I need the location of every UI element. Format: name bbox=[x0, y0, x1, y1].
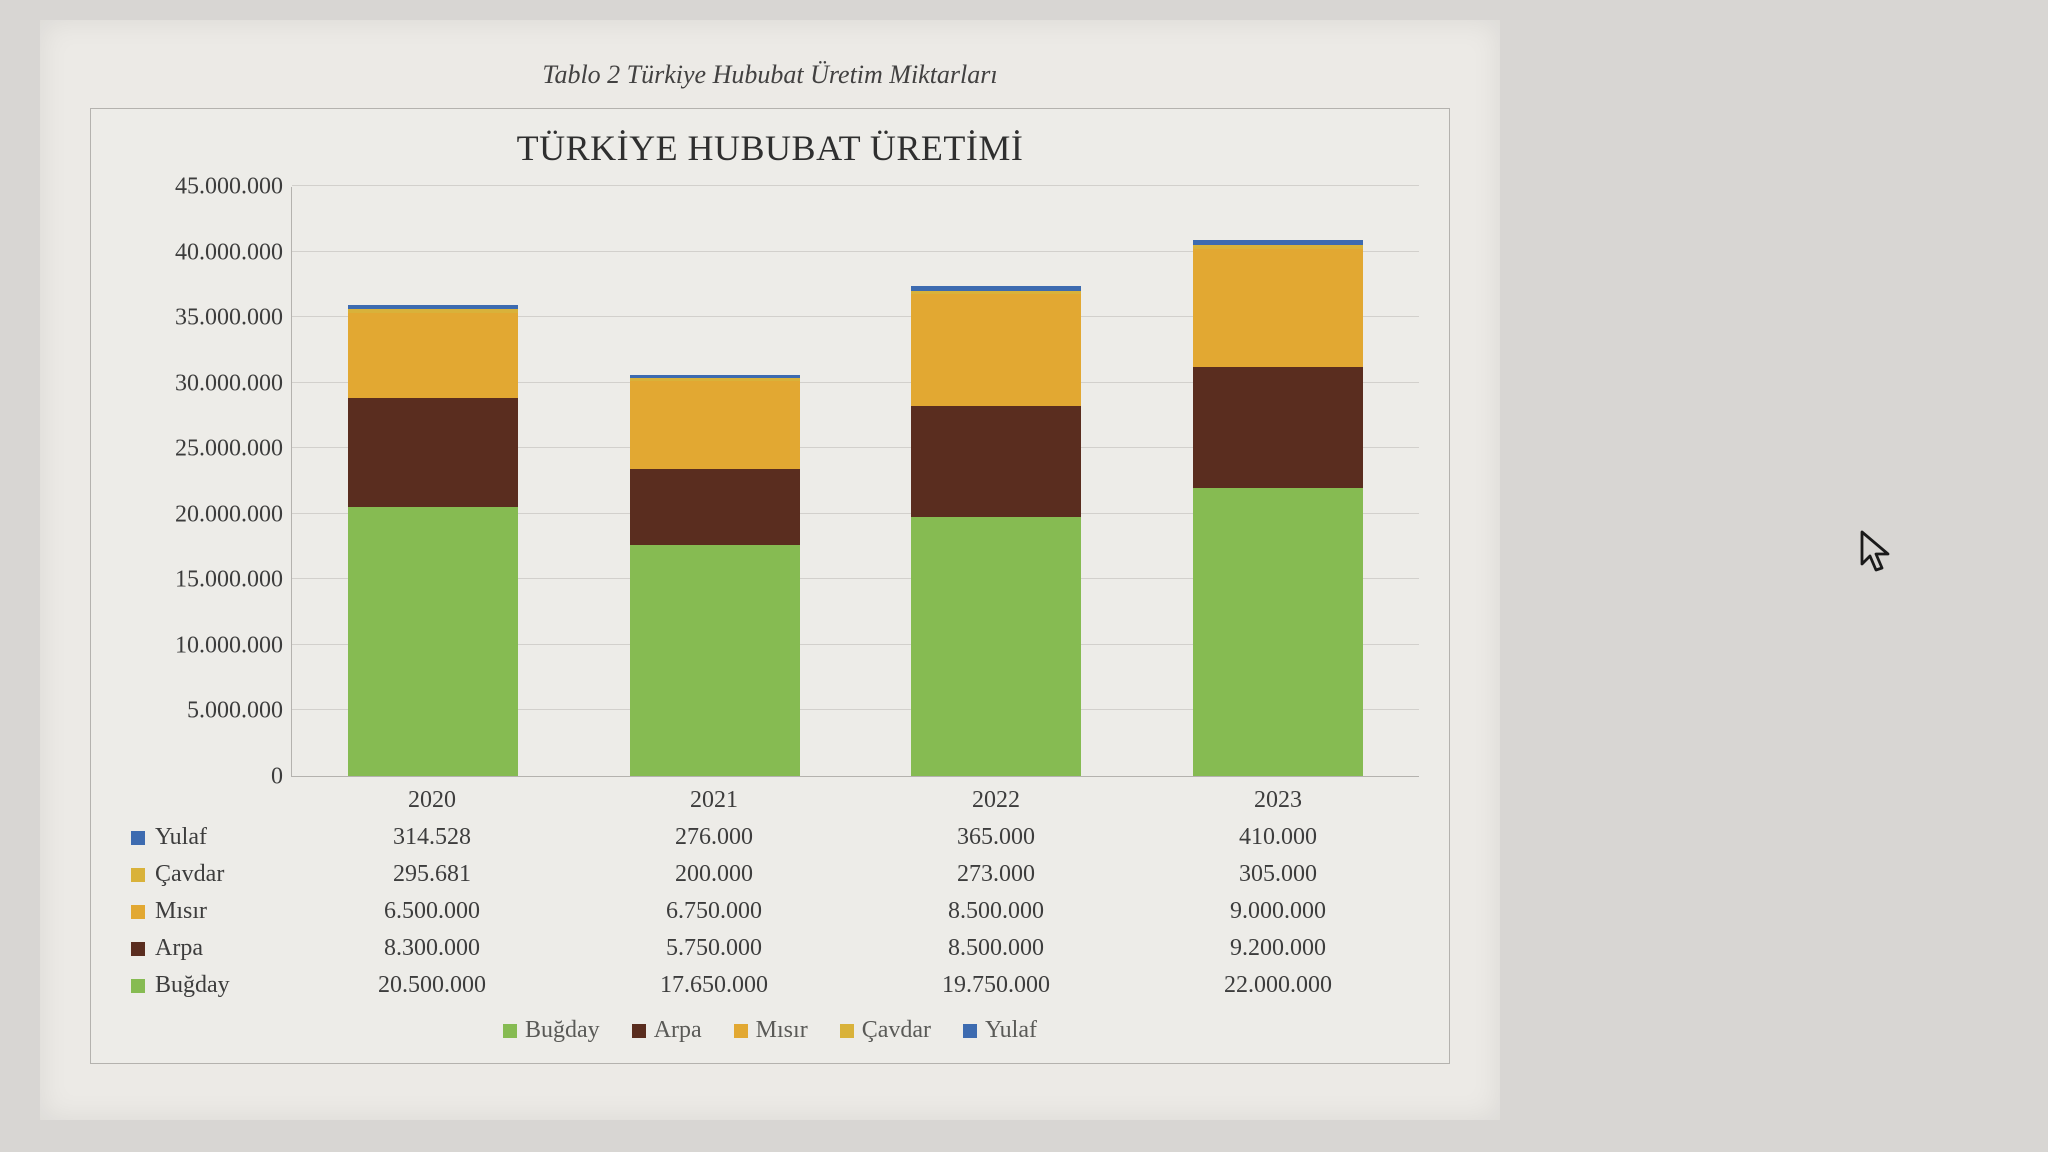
bar-2022 bbox=[911, 286, 1081, 776]
table-cell-bugday-2022: 19.750.000 bbox=[855, 972, 1137, 999]
table-row-name-misir: Mısır bbox=[155, 898, 207, 925]
table-cell-misir-2022: 8.500.000 bbox=[855, 898, 1137, 925]
table-cell-cavdar-2022: 273.000 bbox=[855, 861, 1137, 888]
plot-row: 05.000.00010.000.00015.000.00020.000.000… bbox=[121, 187, 1419, 777]
legend-item-cavdar: Çavdar bbox=[840, 1017, 931, 1044]
gridline bbox=[292, 185, 1419, 186]
table-row-label-yulaf: Yulaf bbox=[121, 824, 291, 851]
table-cell-misir-2020: 6.500.000 bbox=[291, 898, 573, 925]
legend-swatch-yulaf-icon bbox=[963, 1024, 977, 1038]
data-table: 2020202120222023 Yulaf 314.528276.000365.0… bbox=[121, 787, 1419, 999]
legend-label-misir: Mısır bbox=[756, 1017, 808, 1044]
table-row-name-arpa: Arpa bbox=[155, 935, 203, 962]
bar-seg-bugday bbox=[911, 517, 1081, 776]
chart-container: TÜRKİYE HUBUBAT ÜRETİMİ 0 5.000.000 10.000… bbox=[90, 108, 1450, 1064]
legend-label-bugday: Buğday bbox=[525, 1017, 600, 1044]
legend-swatch-cavdar-icon bbox=[840, 1024, 854, 1038]
table-row-label-arpa: Arpa bbox=[121, 935, 291, 962]
bar-2021 bbox=[630, 375, 800, 777]
bar-seg-arpa bbox=[348, 398, 518, 507]
bar-seg-bugday bbox=[348, 507, 518, 776]
table-cell-yulaf-2020: 314.528 bbox=[291, 824, 573, 851]
bar-2020 bbox=[348, 305, 518, 776]
table-row-name-cavdar: Çavdar bbox=[155, 861, 224, 888]
table-row-label-misir: Mısır bbox=[121, 898, 291, 925]
swatch-arpa-icon bbox=[131, 942, 145, 956]
table-cell-arpa-2020: 8.300.000 bbox=[291, 935, 573, 962]
bar-seg-misir bbox=[630, 381, 800, 470]
legend-item-misir: Mısır bbox=[734, 1017, 808, 1044]
table-row-label-bugday: Buğday bbox=[121, 972, 291, 999]
table-cell-arpa-2021: 5.750.000 bbox=[573, 935, 855, 962]
table-cell-cavdar-2020: 295.681 bbox=[291, 861, 573, 888]
y-tick-label: 10.000.000 bbox=[175, 632, 283, 659]
swatch-yulaf-icon bbox=[131, 831, 145, 845]
table-row-name-bugday: Buğday bbox=[155, 972, 230, 999]
legend-item-bugday: Buğday bbox=[503, 1017, 600, 1044]
table-col-2023: 2023 bbox=[1137, 787, 1419, 814]
legend-item-yulaf: Yulaf bbox=[963, 1017, 1037, 1044]
document-page: Tablo 2 Türkiye Hububat Üretim Miktarlar… bbox=[40, 20, 1500, 1120]
bar-seg-bugday bbox=[630, 545, 800, 776]
chart-title: TÜRKİYE HUBUBAT ÜRETİMİ bbox=[121, 127, 1419, 169]
table-col-2022: 2022 bbox=[855, 787, 1137, 814]
legend-item-arpa: Arpa bbox=[632, 1017, 702, 1044]
table-cell-cavdar-2023: 305.000 bbox=[1137, 861, 1419, 888]
table-cell-arpa-2023: 9.200.000 bbox=[1137, 935, 1419, 962]
y-tick-label: 15.000.000 bbox=[175, 567, 283, 594]
table-row-name-yulaf: Yulaf bbox=[155, 824, 207, 851]
y-tick-label: 5.000.000 bbox=[187, 698, 283, 725]
legend-swatch-misir-icon bbox=[734, 1024, 748, 1038]
bar-seg-bugday bbox=[1193, 488, 1363, 776]
legend-label-yulaf: Yulaf bbox=[985, 1017, 1037, 1044]
legend-label-arpa: Arpa bbox=[654, 1017, 702, 1044]
legend-label-cavdar: Çavdar bbox=[862, 1017, 931, 1044]
table-corner bbox=[121, 787, 291, 814]
table-cell-misir-2021: 6.750.000 bbox=[573, 898, 855, 925]
table-cell-yulaf-2022: 365.000 bbox=[855, 824, 1137, 851]
y-tick-label: 20.000.000 bbox=[175, 501, 283, 528]
swatch-bugday-icon bbox=[131, 979, 145, 993]
bar-seg-arpa bbox=[630, 469, 800, 544]
bar-seg-misir bbox=[1193, 249, 1363, 367]
table-col-2021: 2021 bbox=[573, 787, 855, 814]
table-row-label-cavdar: Çavdar bbox=[121, 861, 291, 888]
y-tick-label: 0 bbox=[271, 764, 283, 791]
table-cell-arpa-2022: 8.500.000 bbox=[855, 935, 1137, 962]
figure-caption: Tablo 2 Türkiye Hububat Üretim Miktarlar… bbox=[90, 60, 1450, 90]
y-axis: 05.000.00010.000.00015.000.00020.000.000… bbox=[121, 187, 291, 777]
table-cell-yulaf-2021: 276.000 bbox=[573, 824, 855, 851]
table-cell-bugday-2021: 17.650.000 bbox=[573, 972, 855, 999]
table-cell-bugday-2020: 20.500.000 bbox=[291, 972, 573, 999]
plot-area bbox=[291, 187, 1419, 777]
bar-2023 bbox=[1193, 240, 1363, 776]
swatch-misir-icon bbox=[131, 905, 145, 919]
swatch-cavdar-icon bbox=[131, 868, 145, 882]
bar-seg-misir bbox=[911, 294, 1081, 405]
y-tick-label: 30.000.000 bbox=[175, 370, 283, 397]
y-tick-label: 40.000.000 bbox=[175, 239, 283, 266]
bar-seg-misir bbox=[348, 313, 518, 398]
legend-swatch-arpa-icon bbox=[632, 1024, 646, 1038]
table-cell-misir-2023: 9.000.000 bbox=[1137, 898, 1419, 925]
bar-seg-arpa bbox=[1193, 367, 1363, 488]
cursor-icon bbox=[1860, 530, 1900, 585]
table-col-2020: 2020 bbox=[291, 787, 573, 814]
y-tick-label: 25.000.000 bbox=[175, 436, 283, 463]
table-cell-yulaf-2023: 410.000 bbox=[1137, 824, 1419, 851]
table-cell-bugday-2023: 22.000.000 bbox=[1137, 972, 1419, 999]
legend-swatch-bugday-icon bbox=[503, 1024, 517, 1038]
bar-seg-arpa bbox=[911, 406, 1081, 517]
table-cell-cavdar-2021: 200.000 bbox=[573, 861, 855, 888]
y-tick-label: 35.000.000 bbox=[175, 305, 283, 332]
legend: Buğday Arpa Mısır Çavdar Yulaf bbox=[121, 1017, 1419, 1045]
y-tick-label: 45.000.000 bbox=[175, 174, 283, 201]
